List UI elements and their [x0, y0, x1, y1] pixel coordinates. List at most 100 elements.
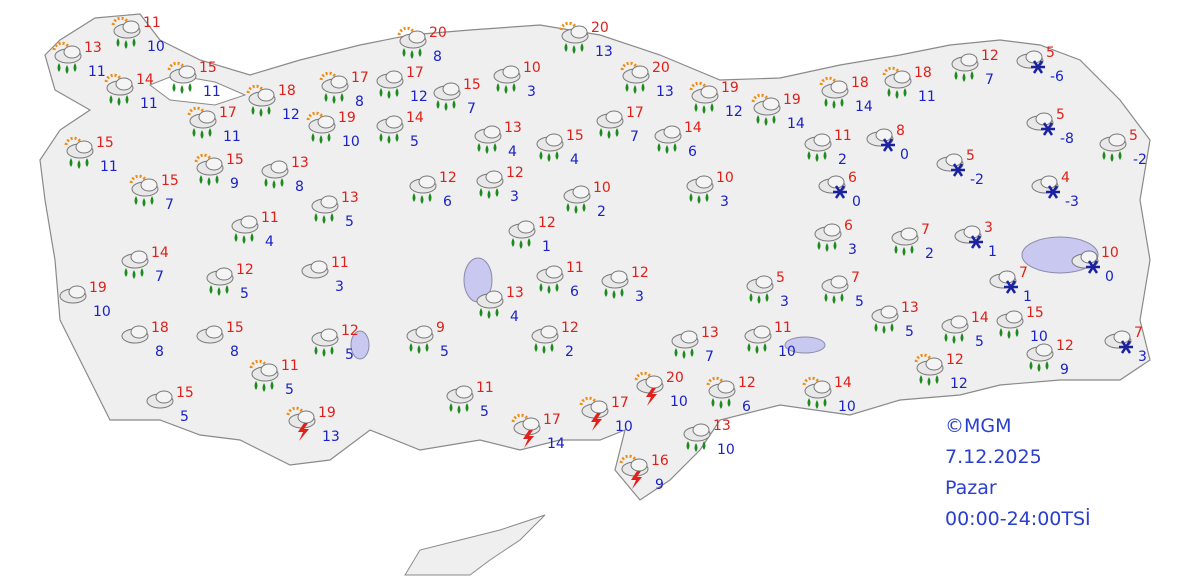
max-temp: 5	[1129, 128, 1138, 144]
min-temp: 10	[838, 399, 856, 415]
station: 11 10	[111, 15, 165, 55]
stations: 1311111014111511171118121511157159138114…	[52, 15, 1147, 493]
min-temp: 3	[780, 294, 789, 310]
min-temp: 5	[440, 344, 449, 360]
min-temp: 10	[670, 394, 688, 410]
station: 71	[989, 265, 1032, 305]
date: 7.12.2025	[945, 446, 1042, 468]
min-temp: 14	[787, 116, 805, 132]
max-temp: 19	[89, 280, 107, 296]
station: 12 9	[1026, 338, 1074, 378]
max-temp: 11	[143, 15, 161, 31]
max-temp: 7	[1134, 325, 1143, 341]
max-temp: 17	[626, 105, 644, 121]
max-temp: 13	[504, 120, 522, 136]
min-temp: 11	[223, 129, 241, 145]
min-temp: 13	[322, 429, 340, 445]
min-temp: 0	[852, 194, 861, 210]
station: 11 10	[744, 320, 796, 360]
max-temp: 10	[716, 170, 734, 186]
max-temp: 12	[439, 170, 457, 186]
min-temp: 13	[595, 44, 613, 60]
max-temp: 16	[651, 453, 669, 469]
max-temp: 3	[984, 220, 993, 236]
station: 53	[746, 270, 789, 310]
max-temp: 19	[318, 405, 336, 421]
min-temp: 8	[355, 94, 364, 110]
max-temp: 13	[341, 190, 359, 206]
max-temp: 4	[1061, 170, 1070, 186]
min-temp: 7	[705, 349, 714, 365]
station: 12 6	[706, 375, 756, 415]
min-temp: 1	[1023, 289, 1032, 305]
station: 13 10	[683, 418, 735, 458]
min-temp: 6	[443, 194, 452, 210]
station: 11 6	[536, 260, 584, 300]
max-temp: 13	[506, 285, 524, 301]
max-temp: 15	[226, 152, 244, 168]
min-temp: 3	[848, 242, 857, 258]
station: 13 4	[476, 285, 524, 325]
max-temp: 12	[1056, 338, 1074, 354]
min-temp: 13	[656, 84, 674, 100]
station: 18 8	[121, 320, 169, 360]
max-temp: 12	[236, 262, 254, 278]
station: 12 6	[409, 170, 457, 210]
max-temp: 7	[921, 222, 930, 238]
min-temp: 7	[985, 72, 994, 88]
min-temp: 7	[467, 101, 476, 117]
min-temp: 3	[335, 279, 344, 295]
max-temp: 12	[538, 215, 556, 231]
max-temp: 17	[543, 412, 561, 428]
max-temp: 19	[783, 92, 801, 108]
min-temp: 10	[342, 134, 360, 150]
max-temp: 19	[338, 110, 356, 126]
station: 12 12	[914, 352, 968, 392]
min-temp: 12	[282, 107, 300, 123]
min-temp: 1	[542, 239, 551, 255]
station: 10 3	[493, 60, 541, 100]
cloud-icon	[399, 30, 427, 49]
station: 60	[818, 170, 861, 210]
min-temp: 12	[950, 376, 968, 392]
max-temp: 11	[566, 260, 584, 276]
max-temp: 17	[406, 65, 424, 81]
min-temp: 3	[510, 189, 519, 205]
min-temp: 10	[1030, 329, 1048, 345]
min-temp: 6	[688, 144, 697, 160]
max-temp: 11	[774, 320, 792, 336]
min-temp: 3	[1138, 349, 1147, 365]
max-temp: 15	[161, 173, 179, 189]
max-temp: 11	[261, 210, 279, 226]
max-temp: 12	[946, 352, 964, 368]
station: 80	[866, 123, 909, 163]
min-temp: 2	[597, 204, 606, 220]
min-temp: 1	[988, 244, 997, 260]
station: 15 4	[536, 128, 584, 168]
max-temp: 17	[351, 70, 369, 86]
station: 63	[814, 218, 857, 258]
max-temp: 14	[151, 245, 169, 261]
max-temp: 17	[611, 395, 629, 411]
period: 00:00-24:00TSİ	[945, 507, 1091, 530]
max-temp: 11	[281, 358, 299, 374]
station: 12 3	[601, 265, 649, 305]
station: 12 5	[311, 323, 359, 363]
station: 12 7	[951, 48, 999, 88]
min-temp: 14	[855, 99, 873, 115]
min-temp: 2	[565, 344, 574, 360]
max-temp: 15	[96, 135, 114, 151]
max-temp: 10	[1101, 245, 1119, 261]
min-temp: 4	[265, 234, 274, 250]
max-temp: 14	[834, 375, 852, 391]
max-temp: 10	[523, 60, 541, 76]
station: 5 -2	[1099, 128, 1147, 168]
max-temp: 13	[291, 155, 309, 171]
